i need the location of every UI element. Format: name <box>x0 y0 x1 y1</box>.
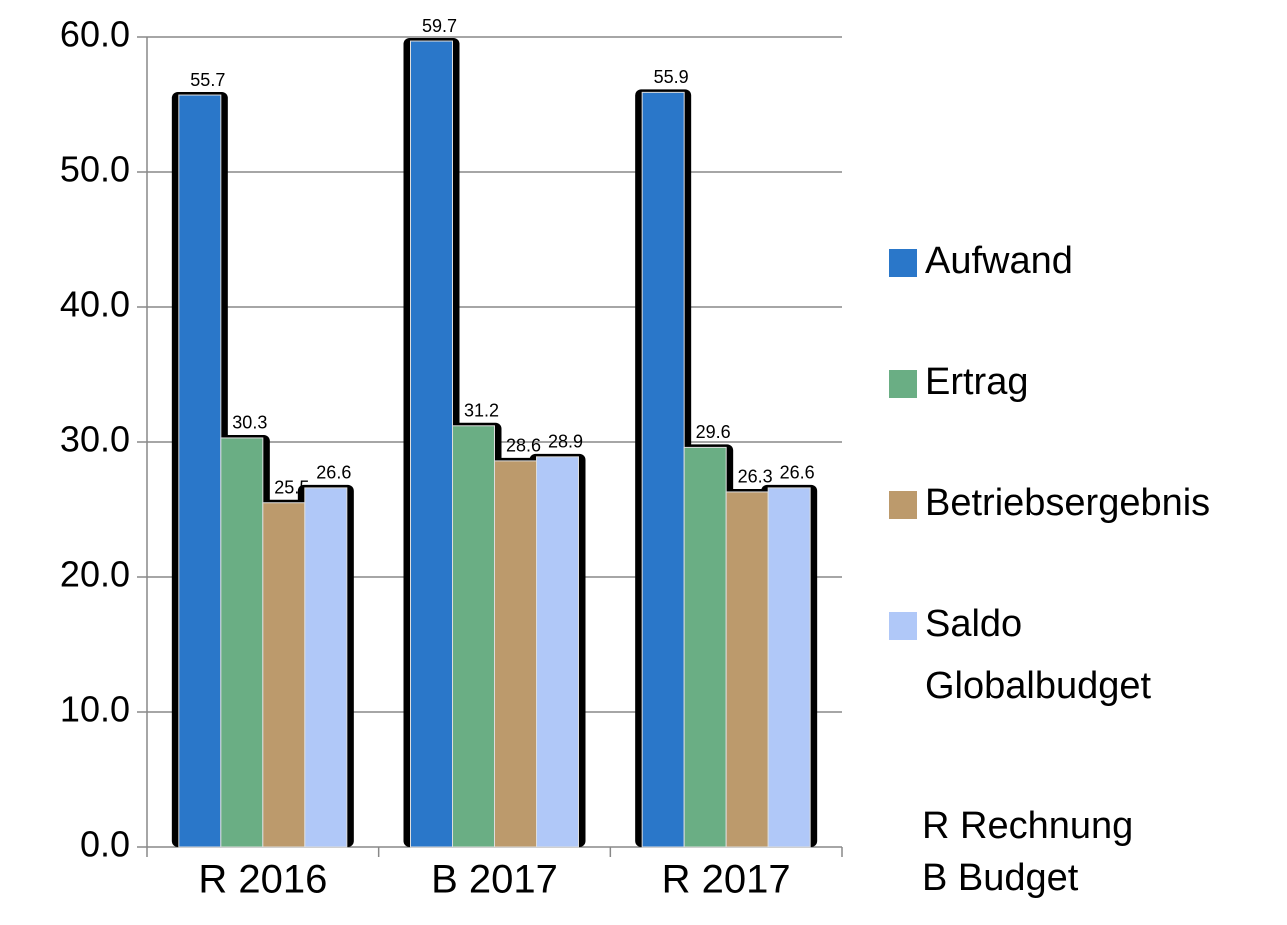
value-label: 25.5 <box>274 478 309 498</box>
y-tick-label: 50.0 <box>60 149 130 190</box>
bar <box>725 491 769 848</box>
y-tick-label: 60.0 <box>60 14 130 55</box>
legend-label: Ertrag <box>925 361 1028 403</box>
y-tick-label: 0.0 <box>80 824 130 865</box>
value-label: 26.6 <box>780 463 815 483</box>
bar <box>220 437 264 848</box>
bar <box>262 502 306 848</box>
legend-label: Aufwand <box>925 240 1073 282</box>
legend-line: Globalbudget <box>925 665 1152 707</box>
annotation: R Rechnung <box>922 805 1133 847</box>
value-label: 59.7 <box>422 16 457 36</box>
value-label: 26.3 <box>738 467 773 487</box>
y-tick-label: 30.0 <box>60 419 130 460</box>
bar <box>767 487 811 848</box>
x-tick-label: R 2017 <box>662 858 791 902</box>
annotation: B Budget <box>922 857 1079 899</box>
y-tick-label: 20.0 <box>60 554 130 595</box>
bar <box>494 460 537 848</box>
bar <box>452 425 495 848</box>
legend-swatch <box>889 612 917 640</box>
value-label: 28.6 <box>506 436 541 456</box>
value-label: 26.6 <box>316 463 351 483</box>
bar <box>178 94 222 848</box>
value-label: 55.9 <box>654 67 689 87</box>
legend-swatch <box>889 249 917 277</box>
bar <box>683 446 727 848</box>
value-label: 55.7 <box>190 70 225 90</box>
legend-line: Saldo <box>925 603 1022 645</box>
y-tick-label: 10.0 <box>60 689 130 730</box>
x-tick-label: B 2017 <box>431 858 558 902</box>
y-tick-label: 40.0 <box>60 284 130 325</box>
legend-swatch <box>889 370 917 398</box>
bar <box>536 456 579 848</box>
legend-swatch <box>889 491 917 519</box>
bar <box>641 91 685 848</box>
bar <box>304 487 348 848</box>
bar <box>410 40 453 848</box>
legend-label: Betriebsergebnis <box>925 482 1210 524</box>
value-label: 30.3 <box>232 413 267 433</box>
value-label: 28.9 <box>548 432 583 452</box>
value-label: 31.2 <box>464 401 499 421</box>
legend-label: Saldo Globalbudget <box>925 603 1152 707</box>
value-label: 29.6 <box>696 422 731 442</box>
x-tick-label: R 2016 <box>198 858 327 902</box>
